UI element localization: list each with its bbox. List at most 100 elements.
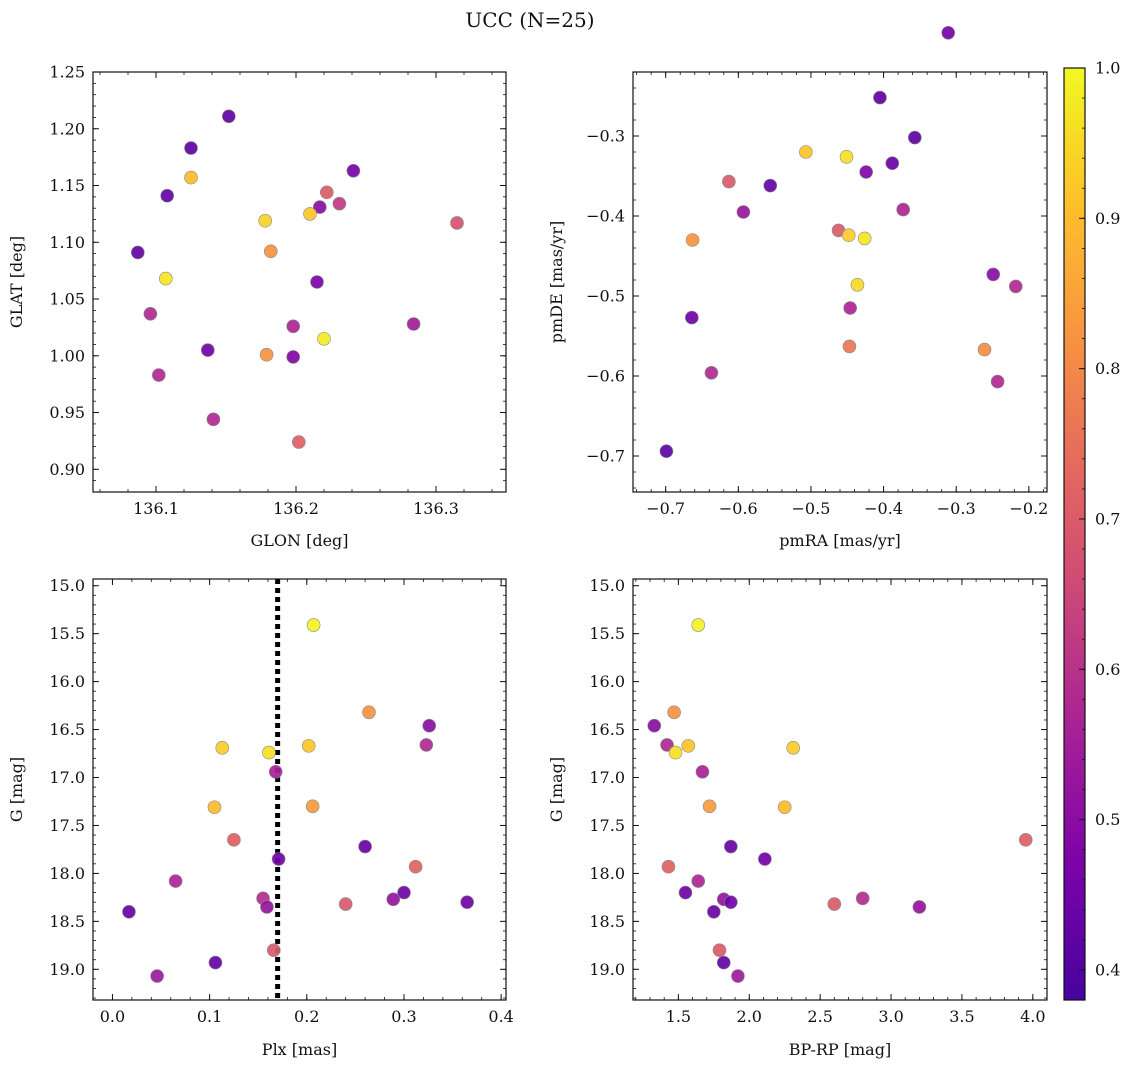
- colorbar-gradient: [1063, 67, 1086, 1001]
- x-tick-label: 0.1: [197, 1007, 222, 1026]
- colorbar-tick-label: 0.6: [1095, 660, 1120, 679]
- x-axis-label: BP-RP [mag]: [789, 1040, 891, 1059]
- figure-title: UCC (N=25): [465, 8, 594, 32]
- scatter-point: [206, 412, 221, 427]
- scatter-point: [736, 205, 751, 219]
- scatter-point: [712, 943, 727, 957]
- scatter-point: [422, 718, 437, 733]
- scatter-point: [702, 799, 717, 814]
- scatter-point: [786, 740, 801, 755]
- y-axis-label: G [mag]: [547, 757, 566, 822]
- scatter-point: [168, 874, 183, 888]
- scatter-point: [722, 174, 736, 189]
- scatter-point: [763, 178, 778, 193]
- scatter-point: [268, 764, 283, 779]
- y-tick-label: 1.00: [49, 346, 85, 365]
- x-tick-label: 3.5: [949, 1007, 974, 1026]
- y-tick-label: 18.5: [49, 912, 85, 931]
- x-tick-label: 4.0: [1020, 1007, 1045, 1026]
- scatter-point: [332, 196, 347, 211]
- y-tick-label: 16.0: [49, 672, 85, 691]
- scatter-point: [160, 188, 174, 203]
- scatter-point: [685, 310, 699, 325]
- scatter-point: [986, 267, 1001, 282]
- y-tick-label: 18.5: [589, 912, 625, 931]
- scatter-point: [659, 444, 674, 459]
- scatter-point: [291, 435, 306, 449]
- colorbar-tick-label: 0.7: [1095, 509, 1120, 528]
- y-tick-label: 15.0: [589, 576, 625, 595]
- scatter-point: [668, 745, 683, 760]
- scatter-point: [647, 718, 662, 733]
- x-tick-label: 0.4: [488, 1007, 513, 1026]
- y-tick-label: −0.6: [586, 367, 625, 386]
- scatter-point: [263, 244, 278, 259]
- y-tick-label: 16.5: [589, 720, 625, 739]
- scatter-point: [338, 897, 353, 911]
- axes-frame: [92, 71, 507, 493]
- scatter-point: [310, 275, 324, 289]
- scatter-point: [305, 799, 320, 814]
- x-tick-label: 136.1: [133, 499, 179, 518]
- y-tick-label: 18.0: [589, 864, 625, 883]
- scatter-point: [317, 331, 331, 346]
- scatter-point: [842, 339, 857, 354]
- colorbar-tick-label: 0.8: [1095, 359, 1120, 378]
- scatter-point: [358, 839, 372, 854]
- scatter-point: [724, 839, 738, 854]
- scatter-point: [303, 207, 317, 221]
- scatter-point: [362, 705, 376, 720]
- y-tick-label: 18.0: [49, 864, 85, 883]
- scatter-point: [857, 231, 872, 246]
- y-tick-label: 19.0: [589, 960, 625, 979]
- scatter-point: [681, 739, 696, 753]
- scatter-point: [262, 745, 276, 760]
- y-tick-label: 17.0: [589, 768, 625, 787]
- y-tick-label: 15.0: [49, 576, 85, 595]
- scatter-point: [873, 90, 887, 105]
- scatter-point: [406, 317, 421, 331]
- scatter-point: [661, 859, 676, 874]
- x-tick-label: 136.3: [413, 499, 459, 518]
- scatter-point: [306, 618, 321, 632]
- colorbar-tick-label: 1.0: [1095, 59, 1120, 78]
- y-tick-label: 17.0: [49, 768, 85, 787]
- y-tick-label: 15.5: [49, 624, 85, 643]
- colorbar-tick-label: 0.9: [1095, 209, 1120, 228]
- x-axis-label: GLON [deg]: [250, 531, 348, 550]
- scatter-point: [346, 163, 361, 178]
- scatter-point: [843, 301, 857, 315]
- x-tick-label: 0.0: [100, 1007, 125, 1026]
- scatter-point: [386, 892, 401, 907]
- scatter-point: [859, 165, 873, 179]
- scatter-point: [122, 904, 136, 919]
- x-tick-label: −0.5: [792, 499, 831, 518]
- scatter-point: [152, 368, 166, 382]
- axes-frame: [92, 578, 507, 1001]
- y-tick-label: 17.5: [589, 816, 625, 835]
- scatter-point: [731, 969, 745, 983]
- scatter-point: [885, 156, 900, 170]
- y-tick-label: −0.3: [586, 127, 625, 146]
- x-tick-label: −0.4: [864, 499, 903, 518]
- scatter-panel-1: 136.1 136.2 136.3 0.90 0.95 1.00 1.05 1.10 1.15 1…: [7, 63, 507, 550]
- scatter-point: [724, 895, 738, 909]
- x-tick-label: 136.2: [273, 499, 319, 518]
- y-tick-label: 16.0: [589, 672, 625, 691]
- scatter-point: [827, 897, 842, 911]
- y-tick-label: 1.10: [49, 233, 85, 252]
- scatter-point: [908, 130, 922, 145]
- scatter-point: [222, 109, 236, 124]
- scatter-point: [227, 833, 241, 847]
- scatter-panel-2: −0.7 −0.6 −0.5 −0.4 −0.3 −0.2 −0.7 −0.6 −0.5 −0.4…: [547, 25, 1048, 550]
- scatter-point: [159, 271, 173, 286]
- scatter-point: [667, 705, 681, 720]
- x-tick-label: 2.5: [807, 1007, 832, 1026]
- scatter-point: [990, 374, 1005, 389]
- scatter-point: [319, 185, 334, 200]
- y-tick-label: 1.05: [49, 290, 85, 309]
- x-axis-label: Plx [mas]: [262, 1040, 337, 1059]
- scatter-point: [841, 228, 856, 242]
- scatter-point: [286, 319, 301, 334]
